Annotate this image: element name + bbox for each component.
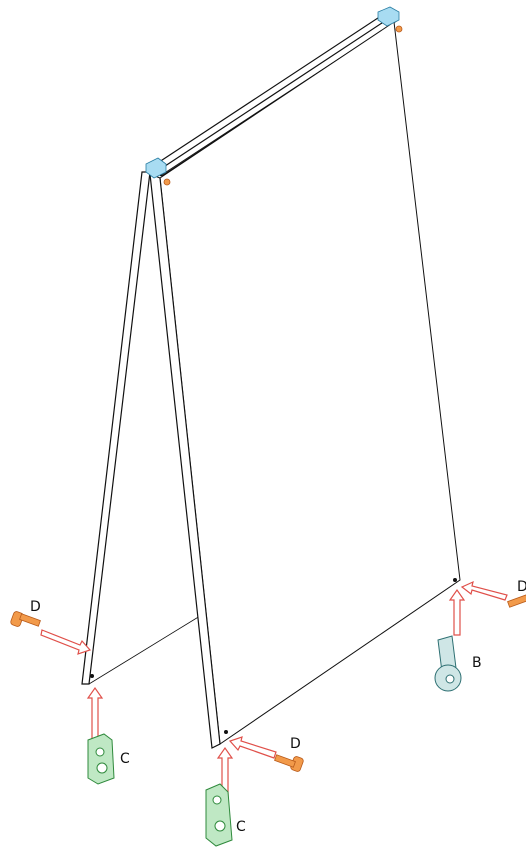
callout-label: C <box>236 819 246 835</box>
assembly-diagram: D D D B C C <box>0 0 526 848</box>
callout-label: B <box>472 655 482 671</box>
callout-label: D <box>30 599 41 615</box>
callout-label: C <box>120 751 130 767</box>
caster <box>435 636 461 691</box>
callout-label: D <box>290 736 301 752</box>
callout-label: D <box>517 579 526 595</box>
front-panel <box>90 22 460 748</box>
clips <box>88 734 232 846</box>
